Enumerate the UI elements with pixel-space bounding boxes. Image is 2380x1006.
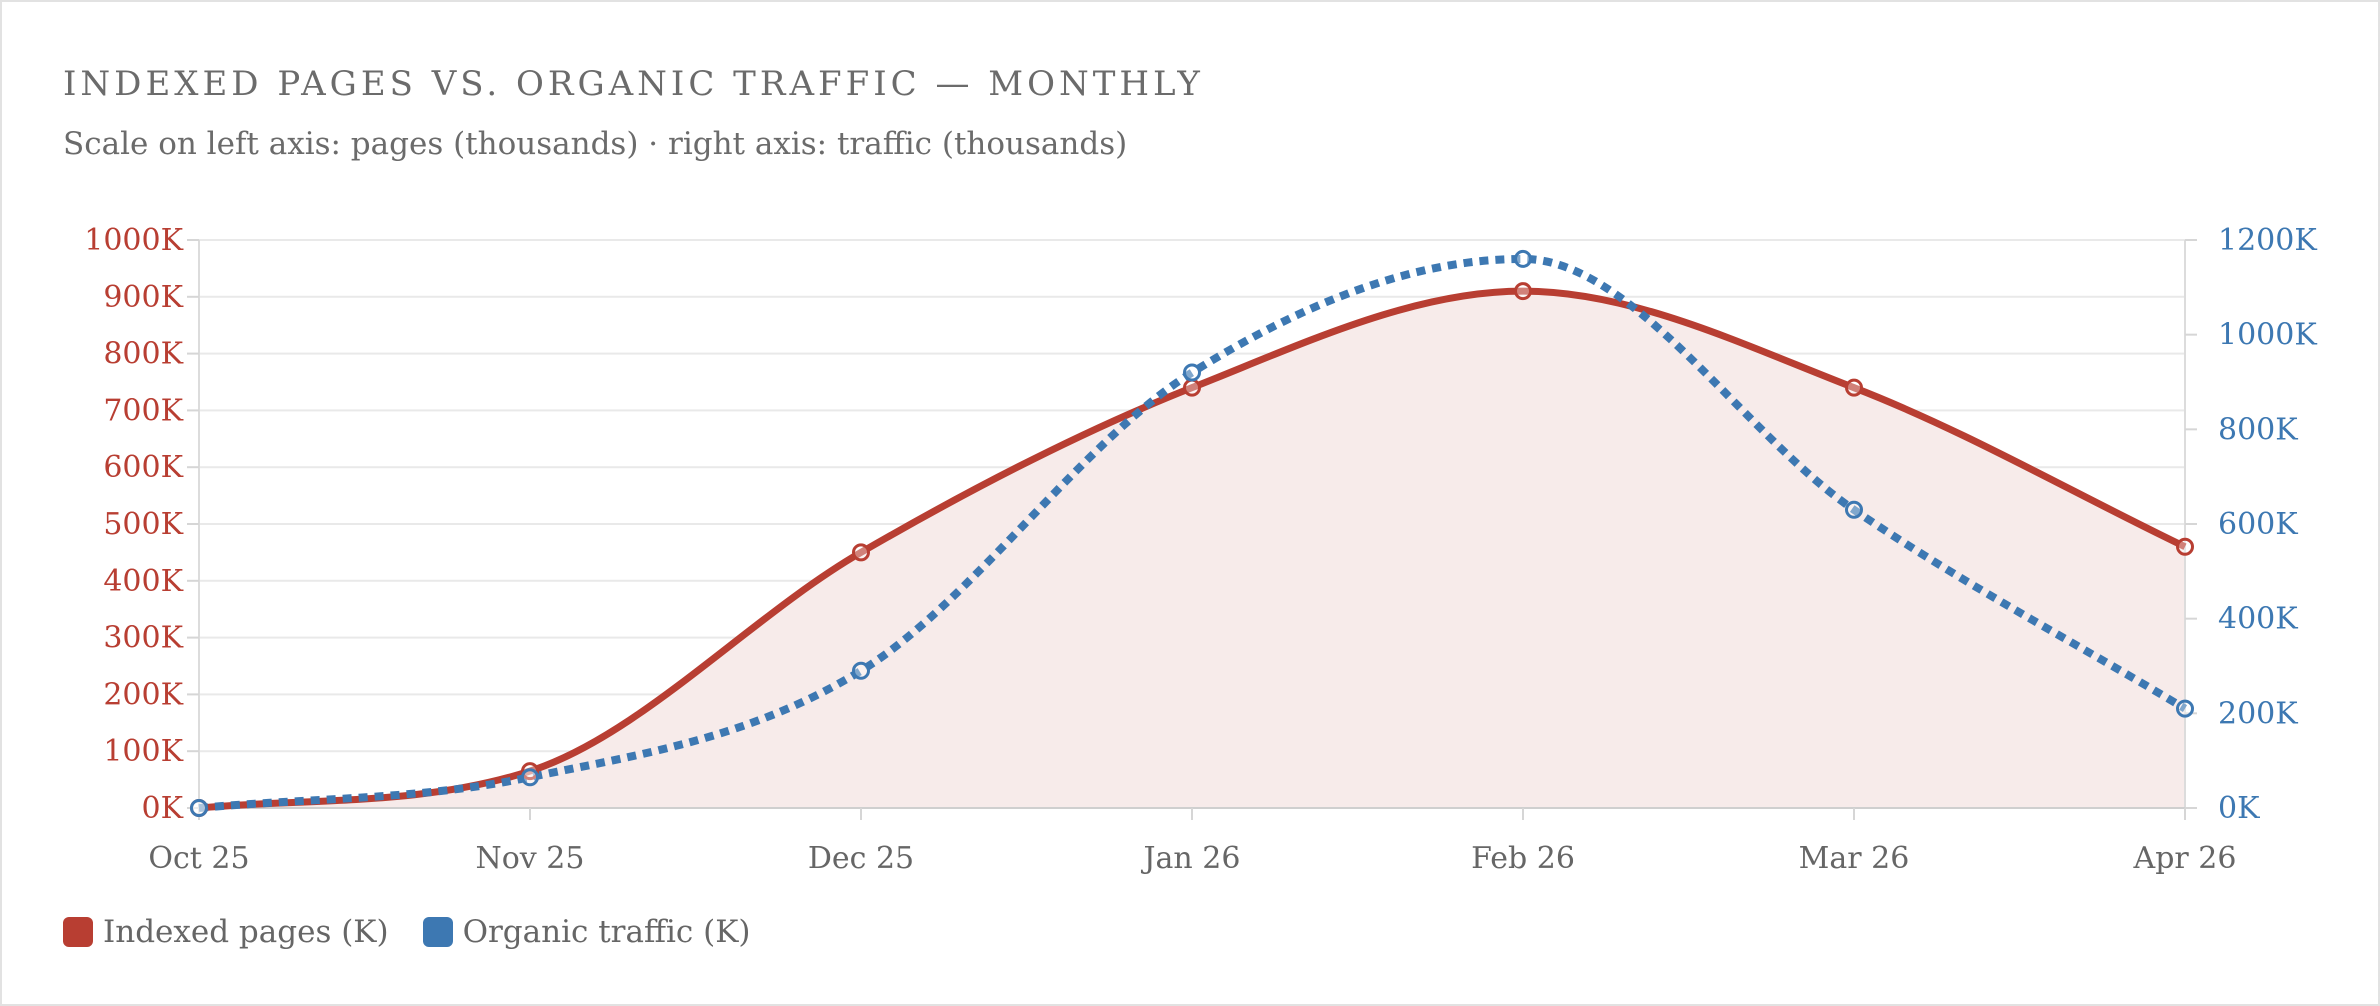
x-tick-label: Apr 26 (2133, 841, 2237, 876)
x-tick-label: Dec 25 (808, 841, 914, 876)
y-right-tick-label: 1000K (2218, 318, 2317, 353)
y-right-tick-label: 400K (2218, 602, 2298, 637)
data-point-organic-traffic-k (1845, 500, 1863, 519)
y-left-tick-label: 0K (142, 791, 184, 826)
data-point-organic-traffic-k (852, 661, 870, 680)
series-points (190, 249, 2194, 817)
y-left-tick-label: 300K (103, 621, 183, 656)
y-right-tick-label: 0K (2218, 791, 2260, 826)
y-right-tick-label: 800K (2218, 412, 2298, 447)
data-point-organic-traffic-k (521, 768, 539, 787)
legend-swatch-indexed-pages (63, 917, 93, 947)
legend-item-organic-traffic[interactable]: Organic traffic (K) (422, 914, 751, 950)
chart-subtitle: Scale on left axis: pages (thousands) · … (63, 126, 1128, 162)
data-point-indexed-pages-k (2176, 537, 2194, 556)
data-point-organic-traffic-k (2176, 699, 2194, 718)
x-tick-label: Oct 25 (148, 841, 249, 876)
tick-labels: 0K 100K 200K 300K 400K 500K 600K 700K 800K 900K 10… (84, 223, 2317, 876)
area-fill (199, 291, 2185, 808)
y-left-tick-label: 1000K (84, 223, 183, 258)
y-right-tick-label: 200K (2218, 696, 2298, 731)
data-point-indexed-pages-k (1514, 282, 1532, 301)
legend: Indexed pages (K) Organic traffic (K) (63, 914, 784, 950)
legend-label-organic-traffic: Organic traffic (K) (462, 914, 751, 950)
legend-swatch-organic-traffic (422, 917, 453, 947)
chart-title: INDEXED PAGES VS. ORGANIC TRAFFIC — MONT… (63, 64, 1204, 104)
data-point-organic-traffic-k (1514, 249, 1532, 268)
y-right-tick-label: 1200K (2218, 223, 2317, 258)
x-tick-label: Feb 26 (1471, 841, 1575, 876)
data-point-indexed-pages-k (852, 543, 870, 562)
x-tick-label: Nov 25 (476, 841, 585, 876)
x-tick-label: Jan 26 (1141, 841, 1241, 876)
y-left-tick-label: 900K (103, 280, 183, 315)
data-point-organic-traffic-k (1183, 363, 1201, 382)
area-indexed-pages-k (199, 291, 2185, 808)
data-point-indexed-pages-k (1845, 378, 1863, 397)
y-left-tick-label: 100K (103, 734, 183, 769)
legend-item-indexed-pages[interactable]: Indexed pages (K) (63, 914, 389, 950)
legend-label-indexed-pages: Indexed pages (K) (103, 914, 389, 950)
y-left-tick-label: 700K (103, 393, 183, 428)
data-point-organic-traffic-k (190, 799, 208, 817)
data-point-indexed-pages-k (1183, 378, 1201, 397)
axes (187, 239, 2197, 820)
series-line-organic-traffic-k (198, 254, 2188, 812)
y-left-tick-label: 400K (103, 564, 183, 599)
y-left-tick-label: 600K (103, 450, 183, 485)
x-tick-label: Mar 26 (1799, 841, 1910, 876)
y-left-tick-label: 500K (103, 507, 183, 542)
y-right-tick-label: 600K (2218, 507, 2298, 542)
y-left-tick-label: 800K (103, 337, 183, 372)
y-left-tick-label: 200K (103, 677, 183, 712)
